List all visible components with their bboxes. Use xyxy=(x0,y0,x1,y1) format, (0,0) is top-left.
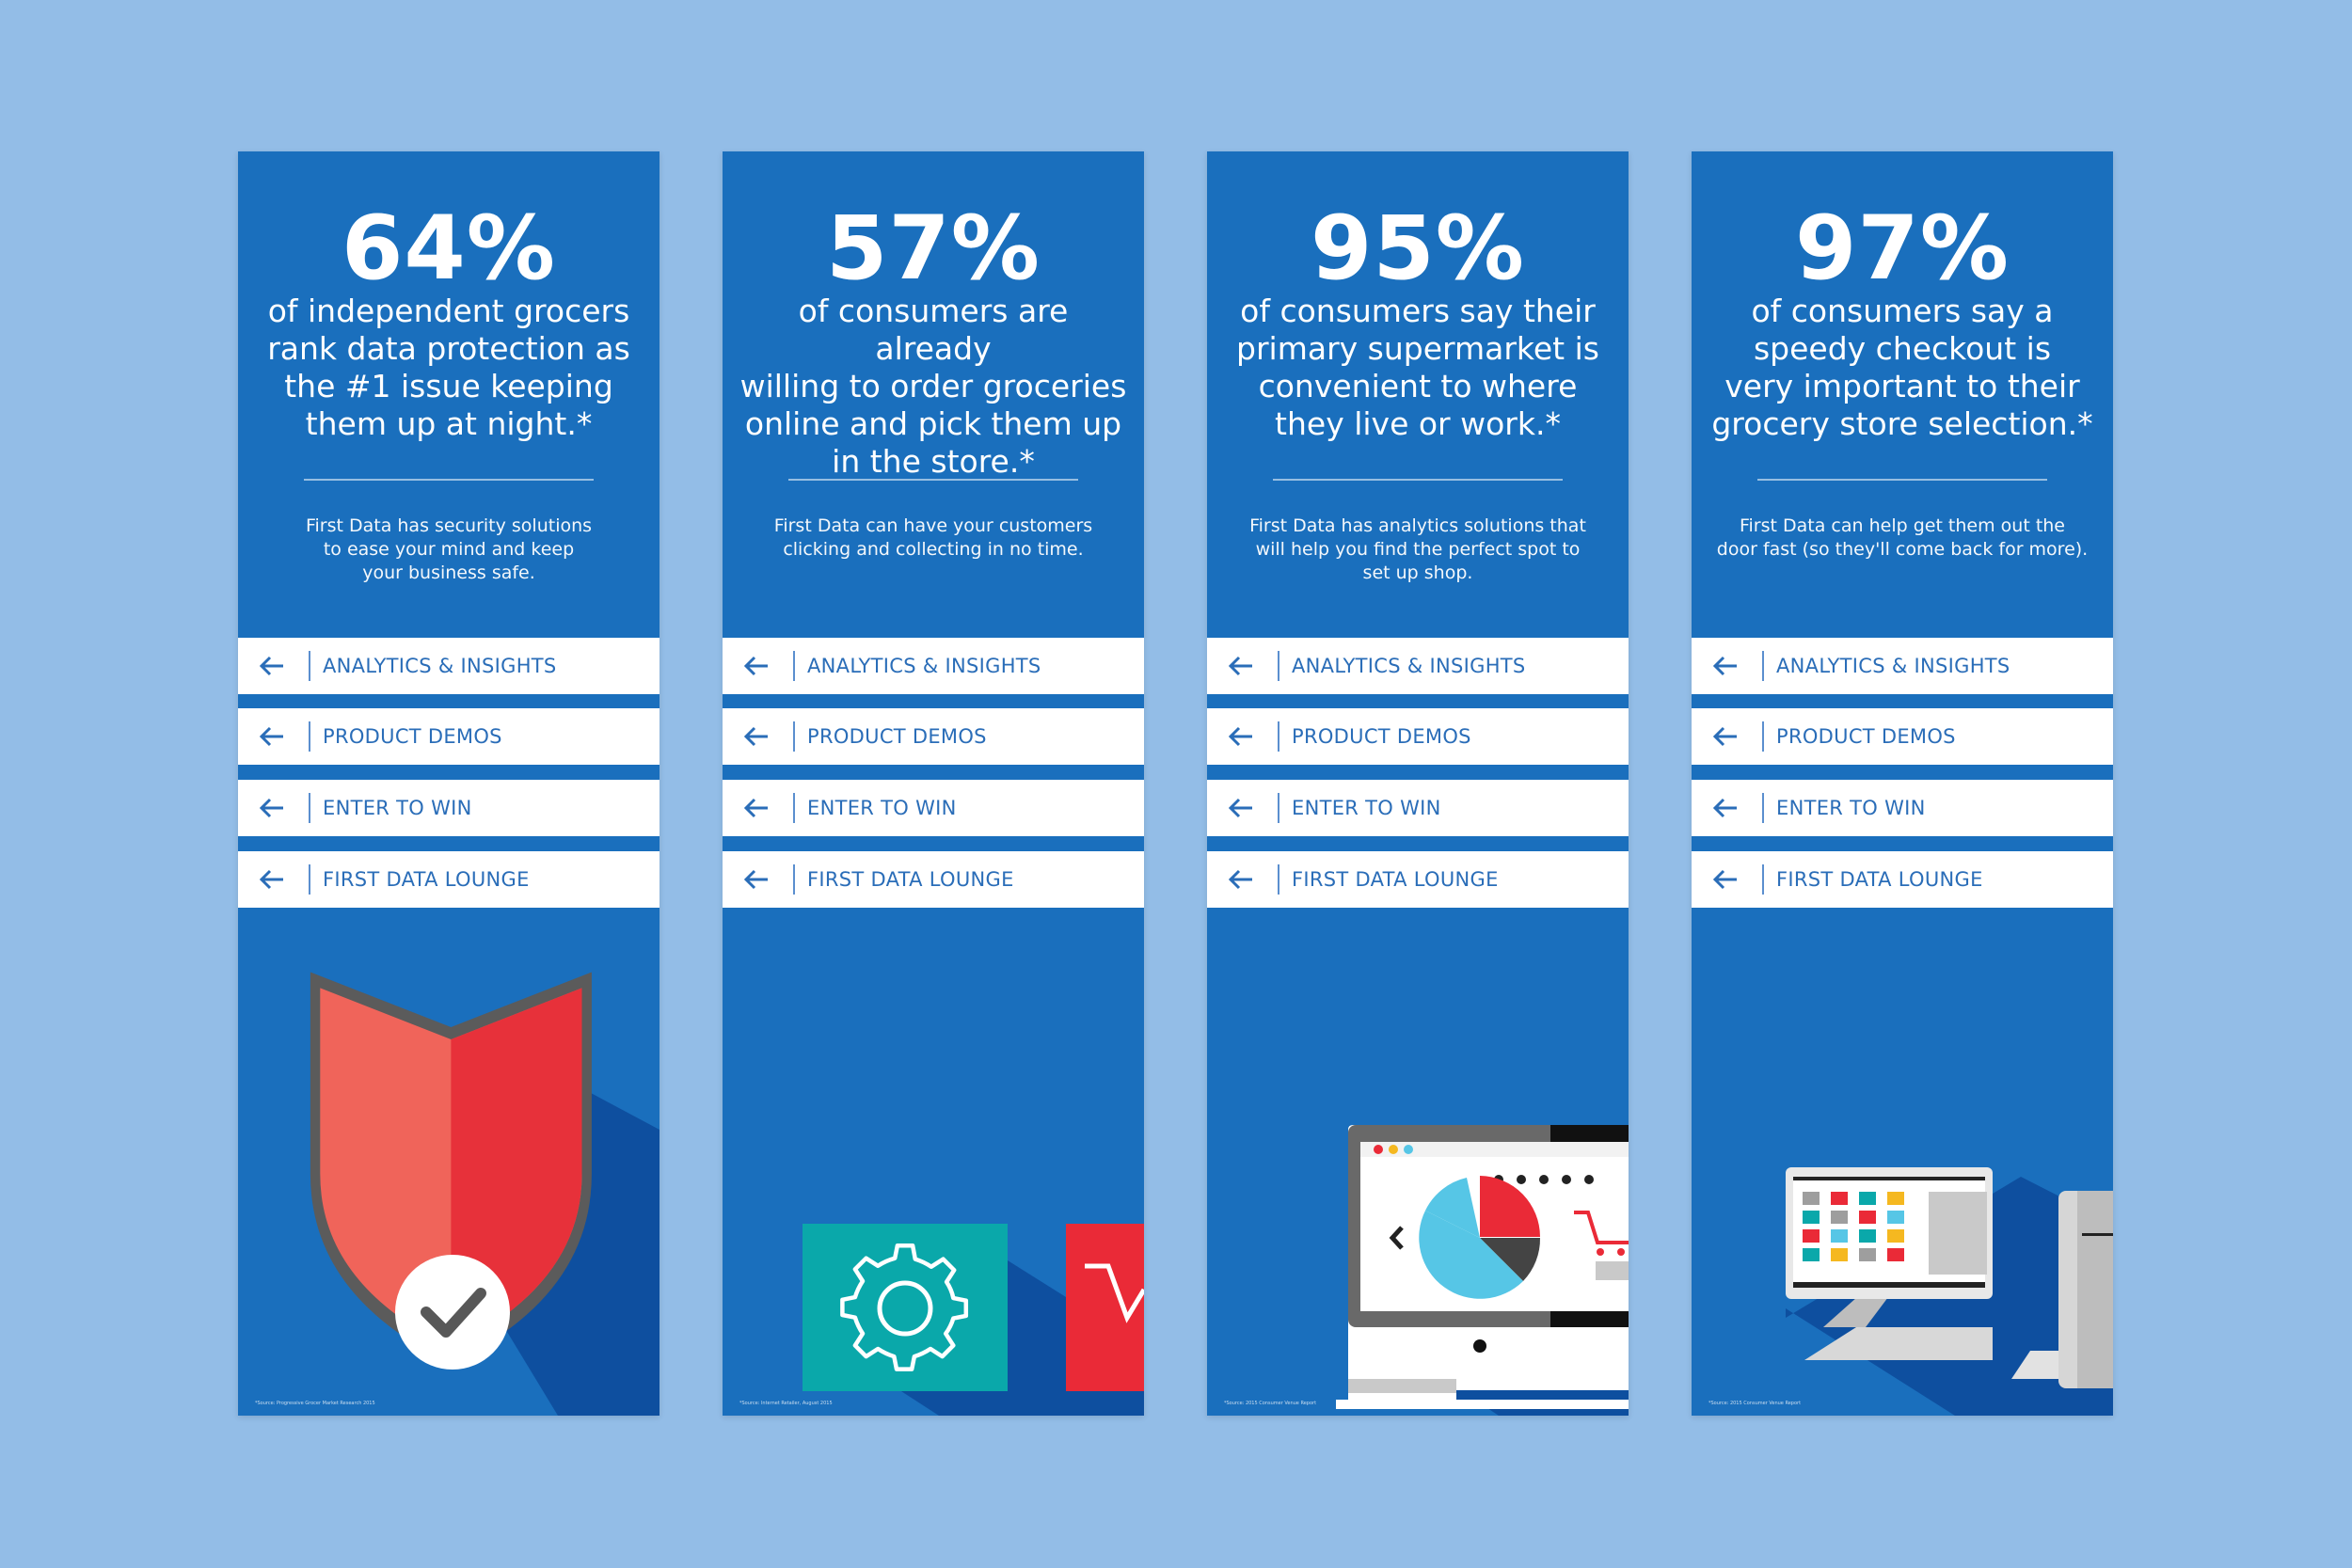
source-footnote: *Source: 2015 Consumer Venue Report xyxy=(1708,1401,1802,1406)
nav-separator xyxy=(309,721,310,752)
left-arrow-icon xyxy=(1228,656,1252,676)
nav-label: FIRST DATA LOUNGE xyxy=(807,868,1014,891)
stat-description: First Data has security solutions to eas… xyxy=(305,515,593,583)
nav-label: FIRST DATA LOUNGE xyxy=(1776,868,1983,891)
stat-headline: of consumers say their primary supermark… xyxy=(1236,293,1599,442)
nav-item-product-demos[interactable]: PRODUCT DEMOS xyxy=(1692,708,2113,765)
banner-card-online-ordering: 57% of consumers are already willing to … xyxy=(723,151,1144,1416)
nav-separator xyxy=(1278,651,1279,681)
nav-separator xyxy=(1278,793,1279,823)
nav-separator xyxy=(309,793,310,823)
nav-label: PRODUCT DEMOS xyxy=(323,725,502,748)
left-arrow-icon xyxy=(259,798,283,818)
nav-label: ANALYTICS & INSIGHTS xyxy=(323,655,557,677)
nav-item-enter-to-win[interactable]: ENTER TO WIN xyxy=(1692,780,2113,836)
nav-item-enter-to-win[interactable]: ENTER TO WIN xyxy=(723,780,1144,836)
nav-label: ENTER TO WIN xyxy=(323,797,472,819)
left-arrow-icon xyxy=(743,869,768,890)
left-arrow-icon xyxy=(743,798,768,818)
stat-description: First Data can have your customers click… xyxy=(773,515,1093,560)
stat-headline: of consumers say a speedy checkout is ve… xyxy=(1711,293,2093,442)
banner-card-data-protection: 64% of independent grocers rank data pro… xyxy=(238,151,660,1416)
nav-label: PRODUCT DEMOS xyxy=(1292,725,1471,748)
left-arrow-icon xyxy=(1228,798,1252,818)
shield-check-icon xyxy=(310,972,660,1416)
divider xyxy=(1757,479,2047,481)
stat-percent: 97% xyxy=(1795,198,2010,300)
banner-card-speedy-checkout: 97% of consumers say a speedy checkout i… xyxy=(1692,151,2113,1416)
divider xyxy=(1273,479,1563,481)
left-arrow-icon xyxy=(1228,726,1252,747)
nav-separator xyxy=(1278,864,1279,895)
divider xyxy=(788,479,1078,481)
nav-label: PRODUCT DEMOS xyxy=(1776,725,1956,748)
nav-separator xyxy=(309,651,310,681)
nav-separator xyxy=(1762,721,1764,752)
left-arrow-icon xyxy=(1228,869,1252,890)
stat-description: First Data can help get them out the doo… xyxy=(1716,515,2089,560)
nav-label: ANALYTICS & INSIGHTS xyxy=(1292,655,1526,677)
nav-label: ENTER TO WIN xyxy=(807,797,957,819)
nav-separator xyxy=(1762,651,1764,681)
nav-item-enter-to-win[interactable]: ENTER TO WIN xyxy=(238,780,660,836)
nav-item-product-demos[interactable]: PRODUCT DEMOS xyxy=(1207,708,1629,765)
stat-description: First Data has analytics solutions that … xyxy=(1249,515,1586,583)
nav-label: FIRST DATA LOUNGE xyxy=(1292,868,1499,891)
nav-label: FIRST DATA LOUNGE xyxy=(323,868,530,891)
monitor-analytics-icon xyxy=(1336,1125,1629,1416)
nav-item-enter-to-win[interactable]: ENTER TO WIN xyxy=(1207,780,1629,836)
nav-item-first-data-lounge[interactable]: FIRST DATA LOUNGE xyxy=(1207,851,1629,908)
left-arrow-icon xyxy=(259,656,283,676)
left-arrow-icon xyxy=(259,869,283,890)
left-arrow-icon xyxy=(743,656,768,676)
nav-separator xyxy=(793,864,795,895)
source-footnote: *Source: 2015 Consumer Venue Report xyxy=(1224,1401,1317,1406)
left-arrow-icon xyxy=(1712,656,1737,676)
left-arrow-icon xyxy=(743,726,768,747)
nav-item-first-data-lounge[interactable]: FIRST DATA LOUNGE xyxy=(238,851,660,908)
nav-item-product-demos[interactable]: PRODUCT DEMOS xyxy=(723,708,1144,765)
stat-headline: of independent grocers rank data protect… xyxy=(267,293,630,442)
pos-terminal-icon xyxy=(1786,1167,2113,1416)
nav-separator xyxy=(1762,864,1764,895)
left-arrow-icon xyxy=(1712,798,1737,818)
nav-label: ENTER TO WIN xyxy=(1776,797,1926,819)
nav-item-first-data-lounge[interactable]: FIRST DATA LOUNGE xyxy=(723,851,1144,908)
nav-item-product-demos[interactable]: PRODUCT DEMOS xyxy=(238,708,660,765)
nav-item-analytics-insights[interactable]: ANALYTICS & INSIGHTS xyxy=(238,638,660,694)
source-footnote: *Source: Progressive Grocer Market Resea… xyxy=(255,1401,375,1406)
stat-percent: 57% xyxy=(826,198,1041,300)
stat-headline: of consumers are already willing to orde… xyxy=(739,293,1127,480)
nav-item-analytics-insights[interactable]: ANALYTICS & INSIGHTS xyxy=(1207,638,1629,694)
nav-item-analytics-insights[interactable]: ANALYTICS & INSIGHTS xyxy=(1692,638,2113,694)
nav-separator xyxy=(309,864,310,895)
left-arrow-icon xyxy=(1712,869,1737,890)
left-arrow-icon xyxy=(1712,726,1737,747)
nav-separator xyxy=(1278,721,1279,752)
nav-label: ANALYTICS & INSIGHTS xyxy=(807,655,1041,677)
source-footnote: *Source: Internet Retailer, August 2015 xyxy=(739,1401,833,1406)
nav-item-analytics-insights[interactable]: ANALYTICS & INSIGHTS xyxy=(723,638,1144,694)
banner-card-convenience: 95% of consumers say their primary super… xyxy=(1207,151,1629,1416)
nav-separator xyxy=(793,721,795,752)
divider xyxy=(304,479,594,481)
nav-label: ANALYTICS & INSIGHTS xyxy=(1776,655,2010,677)
stat-percent: 95% xyxy=(1311,198,1525,300)
nav-label: PRODUCT DEMOS xyxy=(807,725,987,748)
nav-separator xyxy=(793,651,795,681)
left-arrow-icon xyxy=(259,726,283,747)
gear-icon xyxy=(803,1224,1144,1416)
nav-item-first-data-lounge[interactable]: FIRST DATA LOUNGE xyxy=(1692,851,2113,908)
stat-percent: 64% xyxy=(342,198,556,300)
nav-label: ENTER TO WIN xyxy=(1292,797,1441,819)
nav-separator xyxy=(1762,793,1764,823)
nav-separator xyxy=(793,793,795,823)
